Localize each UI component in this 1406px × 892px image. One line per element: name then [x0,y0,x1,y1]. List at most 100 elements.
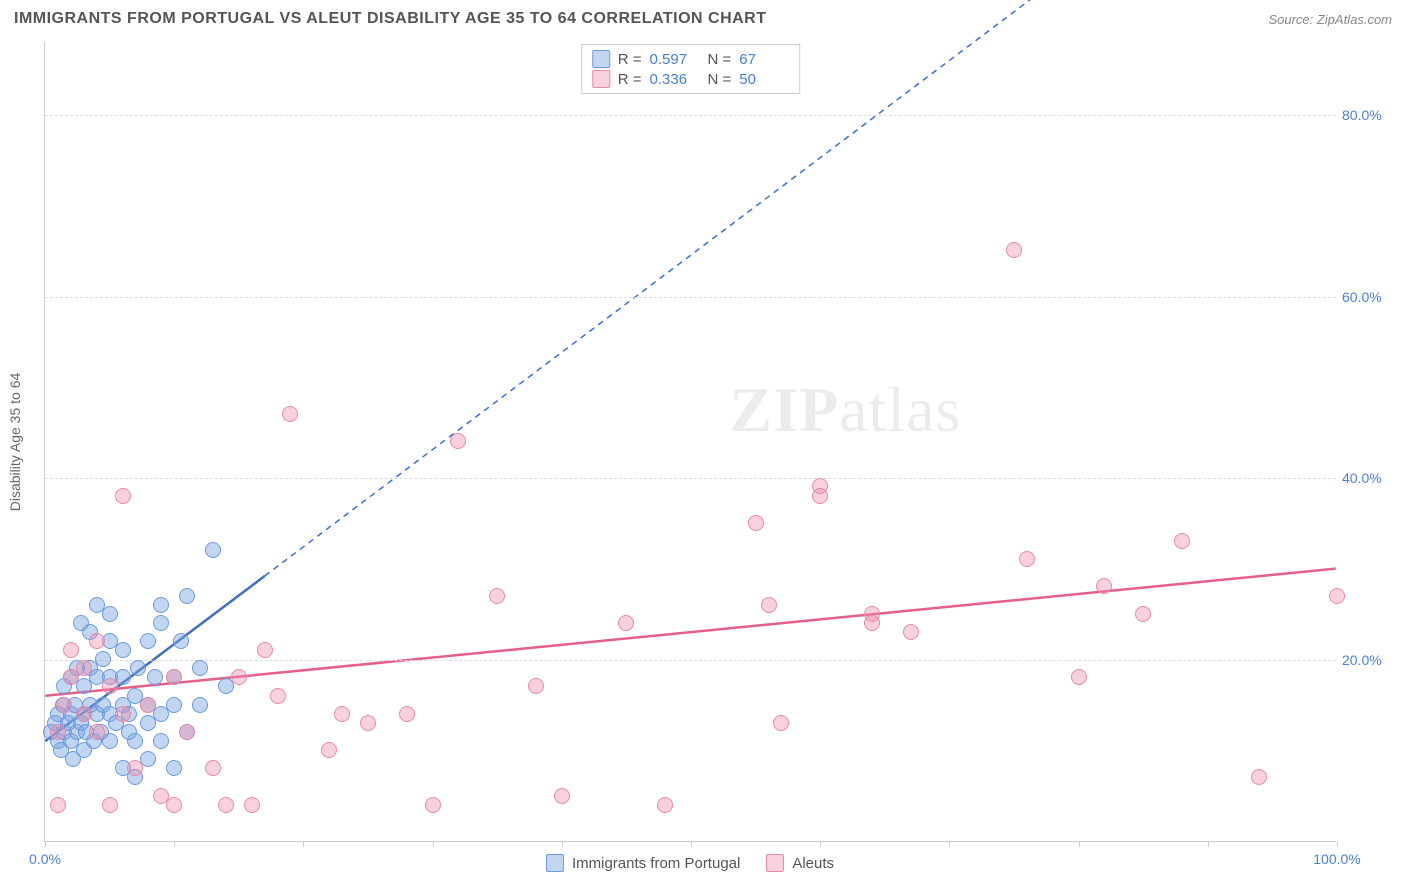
x-tick [433,841,434,847]
aleuts-point [528,678,544,694]
aleuts-point [1096,578,1112,594]
aleuts-point [748,515,764,531]
aleuts-point [50,724,66,740]
portugal-point [153,597,169,613]
source-label: Source: ZipAtlas.com [1268,12,1392,27]
aleuts-point [127,760,143,776]
aleuts-point [76,660,92,676]
aleuts-point [140,697,156,713]
aleuts-point [89,724,105,740]
x-tick [1337,841,1338,847]
portugal-point [173,633,189,649]
aleuts-point [115,488,131,504]
correlation-row: R =0.336N =50 [592,69,790,89]
legend-label: Immigrants from Portugal [572,855,740,872]
y-tick-label: 80.0% [1342,107,1394,123]
aleuts-point [1006,242,1022,258]
portugal-point [179,588,195,604]
x-tick [691,841,692,847]
trend-lines [45,42,1336,841]
aleuts-point [864,606,880,622]
aleuts-point [334,706,350,722]
watermark: ZIPatlas [729,373,961,447]
x-tick [562,841,563,847]
gridline [45,115,1336,116]
legend-swatch [766,854,784,872]
aleuts-point [450,433,466,449]
aleuts-point [166,669,182,685]
aleuts-point [1329,588,1345,604]
aleuts-point [244,797,260,813]
aleuts-point [102,678,118,694]
aleuts-point [115,706,131,722]
aleuts-point [618,615,634,631]
legend-swatch [592,70,610,88]
aleuts-point [1019,551,1035,567]
aleuts-point [1135,606,1151,622]
x-tick [1079,841,1080,847]
x-tick [303,841,304,847]
legend-swatch [592,50,610,68]
x-tick [949,841,950,847]
aleuts-point [205,760,221,776]
x-tick-label: 0.0% [29,851,61,867]
y-tick-label: 60.0% [1342,289,1394,305]
portugal-point [153,615,169,631]
portugal-point [130,660,146,676]
gridline [45,660,1336,661]
aleuts-point [89,633,105,649]
x-tick [820,841,821,847]
y-axis-label: Disability Age 35 to 64 [7,372,23,511]
aleuts-point [773,715,789,731]
aleuts-point [282,406,298,422]
portugal-point [115,642,131,658]
portugal-point [166,697,182,713]
portugal-point [140,633,156,649]
correlation-legend: R =0.597N =67R =0.336N =50 [581,44,801,94]
aleuts-point [166,797,182,813]
correlation-row: R =0.597N =67 [592,49,790,69]
aleuts-point [554,788,570,804]
aleuts-point [399,706,415,722]
portugal-point [153,733,169,749]
y-tick-label: 20.0% [1342,652,1394,668]
x-tick [1208,841,1209,847]
plot-area: Disability Age 35 to 64 ZIPatlas R =0.59… [44,42,1336,842]
aleuts-point [1174,533,1190,549]
aleuts-point [257,642,273,658]
portugal-point [102,733,118,749]
chart-title: IMMIGRANTS FROM PORTUGAL VS ALEUT DISABI… [14,10,767,28]
aleuts-point [489,588,505,604]
aleuts-point [63,642,79,658]
portugal-point [127,733,143,749]
gridline [45,478,1336,479]
portugal-point [192,660,208,676]
portugal-point [147,669,163,685]
aleuts-point [812,478,828,494]
aleuts-point [425,797,441,813]
portugal-point [205,542,221,558]
y-tick-label: 40.0% [1342,470,1394,486]
aleuts-point [1251,769,1267,785]
aleuts-point [270,688,286,704]
legend-label: Aleuts [792,855,834,872]
aleuts-point [56,697,72,713]
legend-item: Immigrants from Portugal [546,854,740,872]
x-tick-label: 100.0% [1313,851,1360,867]
aleuts-point [179,724,195,740]
aleuts-point [321,742,337,758]
portugal-point [192,697,208,713]
legend-swatch [546,854,564,872]
aleuts-point [231,669,247,685]
aleuts-point [76,706,92,722]
aleuts-point [1071,669,1087,685]
aleuts-point [657,797,673,813]
legend-item: Aleuts [766,854,834,872]
x-tick [45,841,46,847]
series-legend: Immigrants from Portugal Aleuts [546,854,834,872]
portugal-point [102,606,118,622]
aleuts-point [102,797,118,813]
aleuts-point [218,797,234,813]
portugal-point [95,651,111,667]
aleuts-point [761,597,777,613]
